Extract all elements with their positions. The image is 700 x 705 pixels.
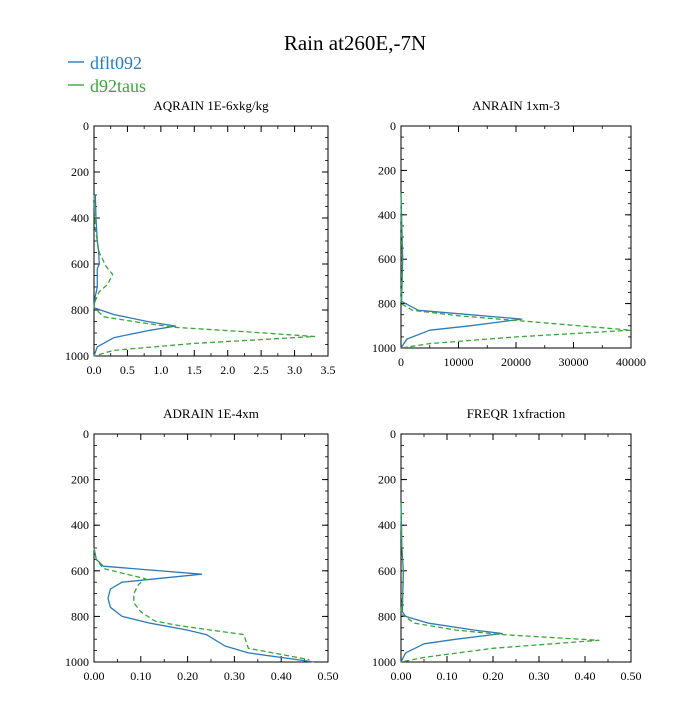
y-tick-label: 400 (378, 518, 396, 532)
plot-frame (93, 125, 329, 357)
legend-label-dflt092: dflt092 (90, 53, 142, 73)
x-tick-label: 0.40 (271, 669, 292, 683)
x-tick-label: 0.10 (437, 669, 458, 683)
series-line-dflt092 (93, 547, 315, 663)
y-tick-label: 400 (378, 208, 396, 222)
y-tick-label: 1000 (372, 341, 396, 355)
series-line-d92taus (400, 192, 632, 349)
y-tick-label: 400 (71, 518, 89, 532)
series-line-d92taus (400, 502, 600, 663)
x-tick-label: 0.0 (87, 363, 102, 377)
panel-title: FREQR 1xfraction (467, 406, 566, 421)
y-tick-label: 600 (378, 252, 396, 266)
x-tick-label: 0.40 (575, 669, 596, 683)
y-tick-label: 200 (71, 165, 89, 179)
y-tick-label: 1000 (65, 349, 89, 363)
y-tick-label: 200 (378, 163, 396, 177)
x-tick-label: 2.0 (220, 363, 235, 377)
y-tick-label: 1000 (65, 655, 89, 669)
y-tick-label: 800 (378, 609, 396, 623)
series-line-dflt092 (400, 192, 523, 349)
y-tick-label: 200 (378, 473, 396, 487)
legend: dflt092 d92taus (68, 53, 146, 96)
y-tick-label: 400 (71, 211, 89, 225)
legend-label-d92taus: d92taus (90, 76, 146, 96)
x-tick-label: 0.10 (130, 669, 151, 683)
x-tick-label: 0.00 (84, 669, 105, 683)
x-tick-label: 40000 (616, 355, 646, 369)
x-tick-label: 0.30 (529, 669, 550, 683)
x-tick-label: 0 (398, 355, 404, 369)
panel-3: ADRAIN 1E-4xm 0 200 400 600 800 10000.00 0.10 0.… (65, 406, 339, 683)
y-tick-label: 800 (71, 609, 89, 623)
plot-frame (93, 433, 329, 663)
series-line-dflt092 (93, 194, 177, 357)
x-tick-label: 1.5 (187, 363, 202, 377)
series-line-d92taus (93, 547, 310, 661)
y-tick-label: 0 (83, 427, 89, 441)
series-line-d92taus (93, 194, 316, 357)
x-tick-label: 0.50 (318, 669, 339, 683)
panel-title: ADRAIN 1E-4xm (163, 406, 259, 421)
x-tick-label: 3.5 (321, 363, 336, 377)
y-tick-label: 0 (390, 427, 396, 441)
plot-frame (400, 433, 632, 663)
y-tick-label: 600 (71, 257, 89, 271)
x-tick-label: 0.5 (120, 363, 135, 377)
x-tick-label: 10000 (444, 355, 474, 369)
y-tick-label: 800 (71, 303, 89, 317)
x-tick-label: 20000 (501, 355, 531, 369)
y-tick-label: 0 (83, 119, 89, 133)
series-line-dflt092 (400, 502, 503, 663)
x-tick-label: 3.0 (287, 363, 302, 377)
y-tick-label: 1000 (372, 655, 396, 669)
panel-1: AQRAIN 1E-6xkg/kg 0 200 400 600 800 10000.0 0.5… (65, 98, 336, 377)
y-tick-label: 600 (378, 564, 396, 578)
x-tick-label: 0.00 (391, 669, 412, 683)
plot-frame (400, 125, 632, 349)
panel-4: FREQR 1xfraction 0 200 400 600 800 10000.00 0.1… (372, 406, 642, 683)
figure-title: Rain at260E,-7N (284, 31, 426, 55)
y-tick-label: 0 (390, 119, 396, 133)
y-tick-label: 600 (71, 564, 89, 578)
y-tick-label: 800 (378, 297, 396, 311)
panel-title: ANRAIN 1xm-3 (472, 98, 560, 113)
y-tick-label: 200 (71, 473, 89, 487)
x-tick-label: 0.30 (224, 669, 245, 683)
x-tick-label: 1.0 (153, 363, 168, 377)
panel-title: AQRAIN 1E-6xkg/kg (153, 98, 269, 113)
x-tick-label: 0.20 (483, 669, 504, 683)
x-tick-label: 30000 (559, 355, 589, 369)
x-tick-label: 0.50 (621, 669, 642, 683)
x-tick-label: 0.20 (177, 669, 198, 683)
x-tick-label: 2.5 (254, 363, 269, 377)
